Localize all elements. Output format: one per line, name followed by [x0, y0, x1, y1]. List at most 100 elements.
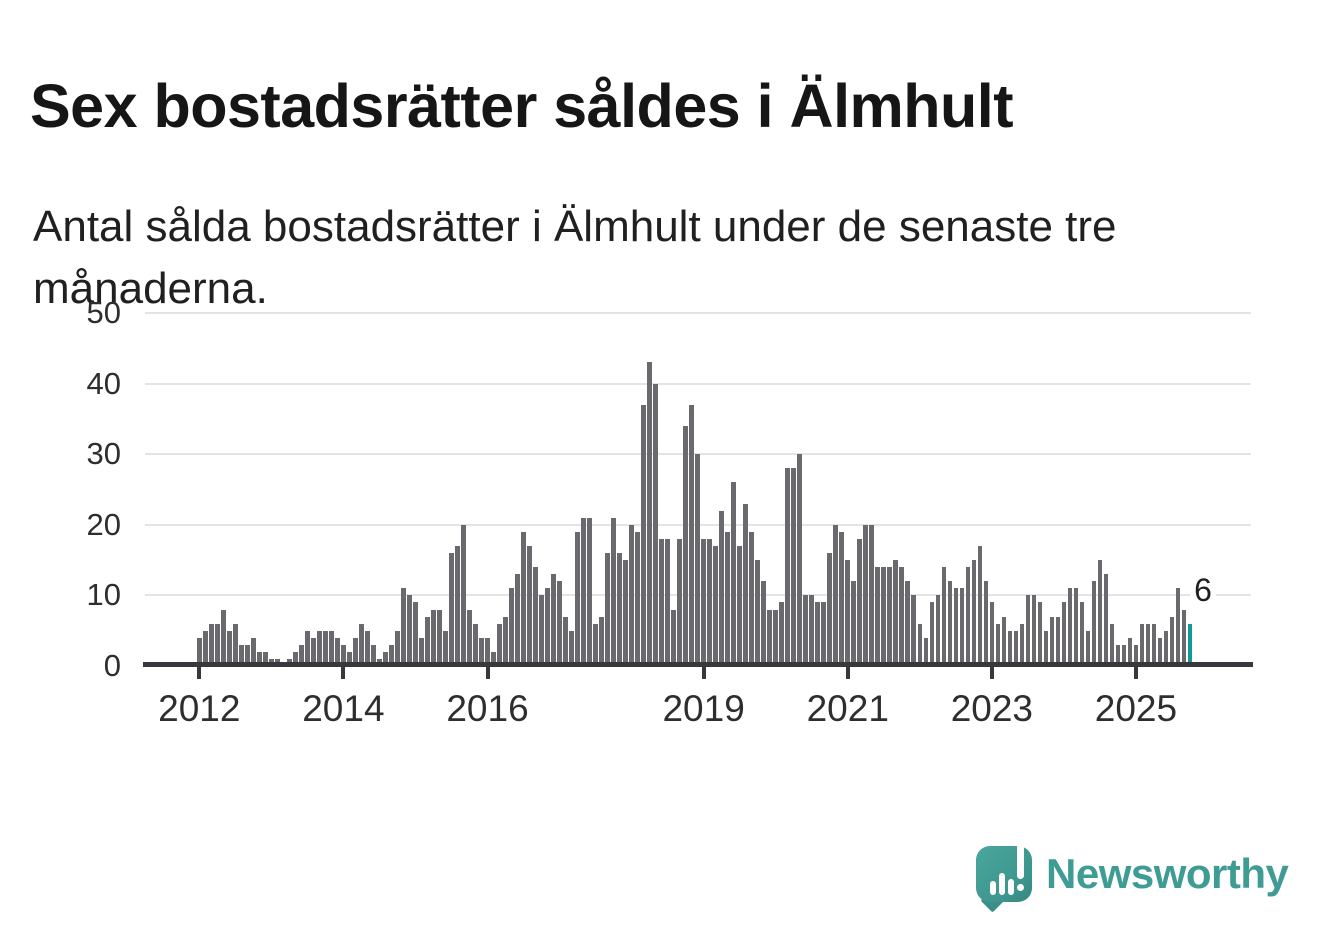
bar	[869, 524, 875, 666]
bar	[251, 637, 256, 666]
bar	[773, 609, 778, 666]
bar	[545, 588, 550, 666]
bar	[635, 531, 640, 666]
bar	[1115, 644, 1121, 666]
last-value-label: 6	[1190, 572, 1216, 609]
bar	[659, 538, 664, 666]
bar	[233, 623, 238, 666]
bar	[1121, 644, 1127, 666]
bar	[1001, 616, 1007, 666]
bar	[197, 637, 202, 666]
bar	[983, 581, 989, 666]
bar	[395, 630, 400, 666]
bar	[671, 609, 676, 666]
bar	[245, 644, 250, 666]
bar	[425, 616, 430, 666]
y-axis-tick-label: 20	[86, 506, 121, 542]
bar	[1157, 637, 1163, 666]
bar	[1139, 623, 1145, 666]
bar	[719, 510, 724, 666]
bar	[575, 531, 580, 666]
x-axis-tick	[989, 667, 994, 679]
x-axis-tick	[197, 667, 202, 679]
bar	[797, 454, 802, 666]
bar	[329, 630, 334, 666]
bar	[779, 602, 784, 666]
bar	[461, 524, 466, 666]
bar	[815, 602, 821, 666]
bar	[401, 588, 406, 666]
bar	[431, 609, 436, 666]
bar	[953, 588, 959, 666]
bar	[959, 588, 965, 666]
y-axis-tick-label: 10	[86, 577, 121, 613]
bar	[707, 538, 712, 666]
bar	[257, 651, 262, 666]
x-axis-tick	[485, 667, 490, 679]
bar	[851, 581, 857, 666]
bar	[1097, 560, 1103, 666]
bar	[587, 517, 592, 666]
bar	[311, 637, 316, 666]
bar	[929, 602, 935, 666]
x-axis-tick	[701, 667, 706, 679]
bar	[305, 630, 310, 666]
bar	[509, 588, 514, 666]
bar	[893, 560, 899, 666]
logo-glyphs	[976, 841, 1032, 902]
bar	[263, 651, 268, 666]
bar	[887, 567, 893, 666]
bar	[455, 545, 460, 666]
bar	[683, 425, 688, 666]
gridline	[145, 382, 1251, 385]
logo-wordmark: Newsworthy	[1046, 850, 1289, 897]
bar	[941, 567, 947, 666]
bar	[1049, 616, 1055, 666]
newsworthy-logo: Newsworthy	[976, 838, 1306, 918]
bar	[1085, 630, 1091, 666]
page-title: Sex bostadsrätter såldes i Älmhult	[30, 71, 1014, 140]
bar	[701, 538, 706, 666]
bar	[935, 595, 941, 666]
bar	[1181, 609, 1187, 666]
bar	[917, 623, 923, 666]
bar	[581, 517, 586, 666]
bar	[1061, 602, 1067, 666]
chart-subtitle: Antal sålda bostadsrätter i Älmhult unde…	[33, 202, 1117, 314]
bar	[731, 482, 736, 666]
bar	[749, 531, 754, 666]
bar	[989, 602, 995, 666]
x-axis-tick	[845, 667, 850, 679]
x-axis-tick-label: 2016	[446, 688, 529, 729]
bar	[827, 553, 833, 666]
gridline	[145, 312, 1251, 314]
bar	[809, 595, 815, 666]
bar	[407, 595, 412, 666]
bar	[491, 651, 496, 666]
bar	[653, 383, 658, 666]
bar	[875, 567, 881, 666]
bar	[1151, 623, 1157, 666]
bar	[473, 623, 478, 666]
bar	[1163, 630, 1169, 666]
bar	[677, 538, 682, 666]
bar	[881, 567, 887, 666]
y-axis-tick-label: 40	[86, 365, 121, 401]
bar	[911, 595, 917, 666]
bar	[689, 404, 694, 666]
bar	[551, 574, 556, 666]
bar	[1169, 616, 1175, 666]
bar	[215, 623, 220, 666]
bar	[317, 630, 322, 666]
logo-bar-icon	[999, 873, 1005, 895]
bar	[557, 581, 562, 666]
bar	[845, 560, 851, 666]
bar	[803, 595, 808, 666]
bar	[389, 644, 394, 666]
bar	[1037, 602, 1043, 666]
bar	[617, 553, 622, 666]
y-axis-tick-label: 50	[86, 295, 121, 330]
bar	[485, 637, 490, 666]
bar	[1025, 595, 1031, 666]
